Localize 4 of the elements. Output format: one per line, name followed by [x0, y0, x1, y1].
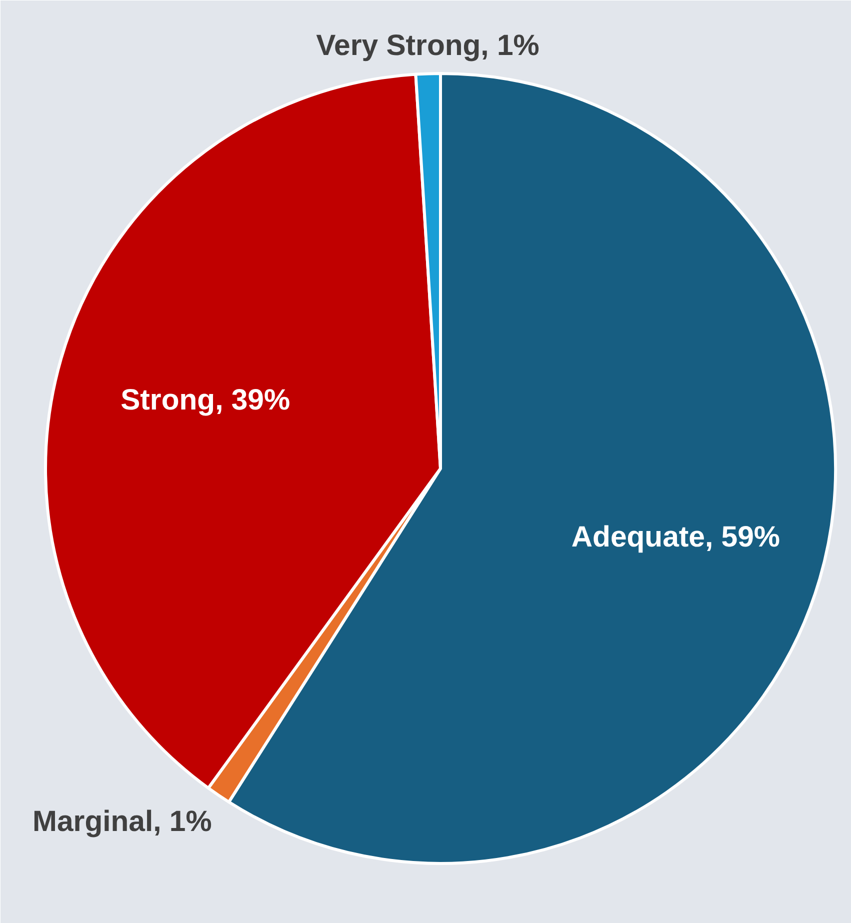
slice-label: Marginal, 1% — [32, 805, 212, 838]
slice-label: Very Strong, 1% — [316, 28, 540, 62]
slice-label: Adequate, 59% — [571, 520, 780, 554]
slice-label: Strong, 39% — [120, 384, 290, 417]
